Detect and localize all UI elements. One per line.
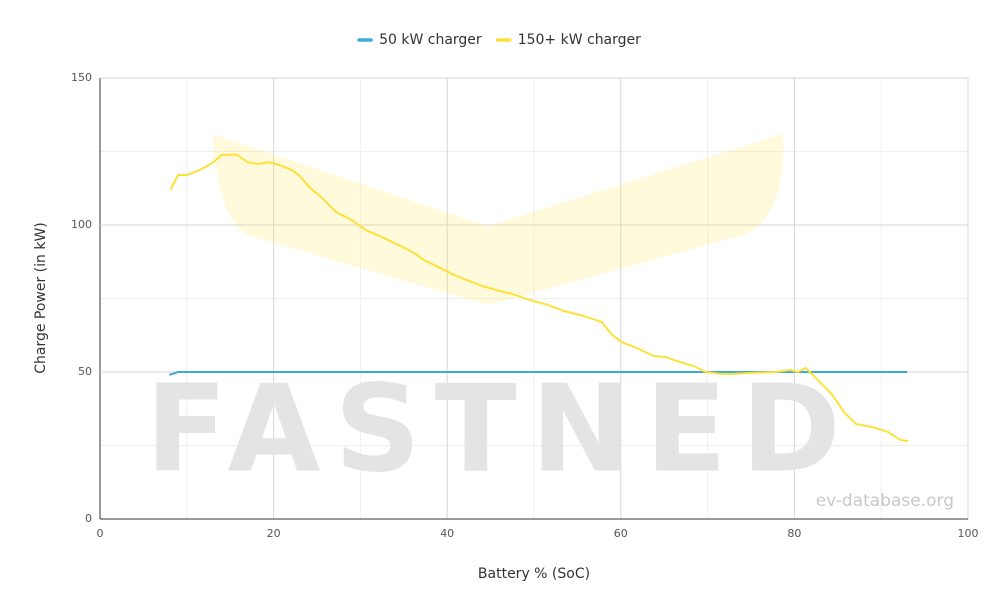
series-line xyxy=(169,371,908,376)
x-tick-label: 100 xyxy=(958,527,979,540)
x-axis-title: Battery % (SoC) xyxy=(478,566,590,582)
source-label: ev-database.org xyxy=(816,491,954,511)
y-tick-label: 0 xyxy=(85,512,92,525)
y-tick-label: 100 xyxy=(71,218,92,231)
x-tick-label: 80 xyxy=(787,527,801,540)
legend: 50 kW charger 150+ kW charger xyxy=(357,32,641,48)
legend-label: 150+ kW charger xyxy=(518,32,641,48)
x-tick-label: 0 xyxy=(97,527,104,540)
x-tick-label: 20 xyxy=(267,527,281,540)
watermark-logo xyxy=(213,134,784,305)
legend-label: 50 kW charger xyxy=(379,32,482,48)
y-axis-title: Charge Power (in kW) xyxy=(33,222,49,374)
x-tick-label: 40 xyxy=(440,527,454,540)
watermark-text: FASTNED xyxy=(145,361,854,500)
x-tick-label: 60 xyxy=(614,527,628,540)
series-line xyxy=(169,153,909,443)
y-tick-label: 150 xyxy=(71,71,92,84)
grid xyxy=(99,77,969,520)
y-tick-label: 50 xyxy=(78,365,92,378)
